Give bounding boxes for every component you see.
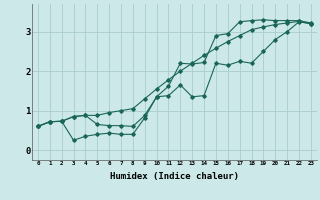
X-axis label: Humidex (Indice chaleur): Humidex (Indice chaleur) — [110, 172, 239, 181]
